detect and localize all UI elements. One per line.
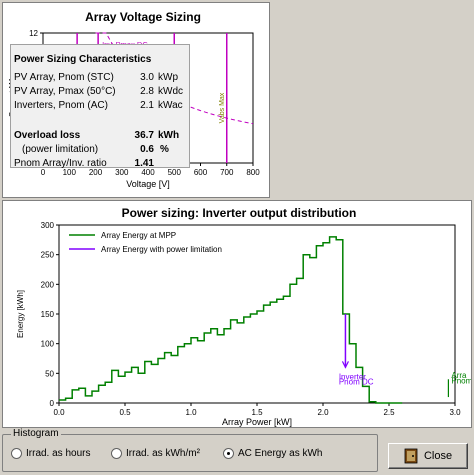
output-x-tick-label: 2.0: [317, 408, 329, 417]
voltage-y-tick-label: 12: [29, 29, 38, 38]
voltage-x-tick-label: 300: [115, 168, 129, 177]
inverters-pnom-value: 2.1: [140, 100, 154, 111]
voltage-limit-label: Vabs Max: [219, 92, 226, 123]
voltage-x-tick-label: 800: [246, 168, 260, 177]
output-x-tick-label: 3.0: [449, 408, 461, 417]
power-sizing-title: Power Sizing Characteristics: [14, 54, 152, 65]
histogram-label: Histogram: [11, 428, 61, 439]
inverter-pnom-label-1: Inverter: [339, 372, 366, 381]
radio-irrad-kwh-label: Irrad. as kWh/m²: [126, 448, 200, 459]
output-x-tick-label: 0.0: [53, 408, 65, 417]
output-x-tick-label: 1.0: [185, 408, 197, 417]
close-button-label: Close: [423, 450, 453, 462]
output-x-tick-label: 1.5: [251, 408, 263, 417]
voltage-x-tick-label: 600: [194, 168, 208, 177]
histogram-group: Histogram Irrad. as hours Irrad. as kWh/…: [2, 428, 378, 472]
pv-array-pnom-unit: kWp: [158, 72, 178, 83]
overload-loss-label: Overload loss: [14, 130, 81, 141]
voltage-x-tick-label: 0: [41, 168, 46, 177]
power-limitation-value: 0.6: [140, 144, 154, 155]
inverters-pnom-unit: kWac: [158, 100, 183, 111]
radio-ac-energy-dot[interactable]: [223, 448, 234, 459]
power-limitation-unit: %: [160, 144, 169, 155]
series-mpp-line: [59, 236, 403, 404]
output-y-tick-label: 150: [41, 310, 55, 319]
output-y-axis-label: Energy [kWh]: [16, 290, 25, 338]
voltage-x-tick-label: 700: [220, 168, 234, 177]
legend-label: Array Energy at MPP: [101, 231, 176, 240]
output-x-axis-label: Array Power [kW]: [222, 417, 292, 427]
radio-irrad-kwh[interactable]: Irrad. as kWh/m²: [111, 448, 200, 459]
inverters-pnom-label: Inverters, Pnom (AC): [14, 100, 108, 111]
pv-array-pmax-label: PV Array, Pmax (50°C): [14, 86, 116, 97]
output-distribution-panel: Power sizing: Inverter output distributi…: [2, 200, 473, 428]
radio-irrad-hours-label: Irrad. as hours: [26, 448, 91, 459]
radio-ac-energy[interactable]: AC Energy as kWh: [223, 448, 322, 459]
output-y-tick-label: 250: [41, 251, 55, 260]
pv-array-pmax-value: 2.8: [140, 86, 154, 97]
radio-ac-energy-label: AC Energy as kWh: [238, 448, 323, 459]
radio-irrad-hours[interactable]: Irrad. as hours: [11, 448, 90, 459]
output-y-tick-label: 100: [41, 340, 55, 349]
array-pnom-label-1: Arra: [451, 371, 467, 380]
pnom-ratio-value: 1.41: [134, 158, 154, 169]
door-exit-icon: [404, 448, 418, 464]
close-button[interactable]: Close: [388, 443, 468, 469]
inverter-pnom-label-2: Pnom DC: [339, 378, 374, 387]
output-x-tick-label: 0.5: [119, 408, 131, 417]
pv-array-pnom-label: PV Array, Pnom (STC): [14, 72, 114, 83]
voltage-x-tick-label: 200: [89, 168, 103, 177]
power-sizing-box: [10, 44, 190, 168]
overload-loss-value: 36.7: [134, 130, 154, 141]
output-y-tick-label: 50: [45, 369, 54, 378]
pnom-ratio-label: Pnom Array/Inv. ratio: [14, 158, 107, 169]
output-y-tick-label: 0: [50, 399, 55, 408]
output-y-tick-label: 200: [41, 280, 55, 289]
output-y-tick-label: 300: [41, 221, 55, 230]
power-limitation-label: (power limitation): [22, 144, 99, 155]
voltage-x-axis-label: Voltage [V]: [126, 179, 170, 189]
voltage-chart-title: Array Voltage Sizing: [85, 10, 201, 24]
radio-irrad-hours-dot[interactable]: [11, 448, 22, 459]
output-x-tick-label: 2.5: [383, 408, 395, 417]
voltage-x-tick-label: 100: [63, 168, 77, 177]
voltage-x-tick-label: 400: [141, 168, 155, 177]
output-distribution-chart: Power sizing: Inverter output distributi…: [16, 206, 473, 427]
pv-array-pnom-value: 3.0: [140, 72, 154, 83]
array-pnom-label-2: Pnom: [451, 376, 471, 385]
legend-label: Array Energy with power limitation: [101, 245, 222, 254]
output-chart-title: Power sizing: Inverter output distributi…: [122, 206, 357, 220]
radio-irrad-kwh-dot[interactable]: [111, 448, 122, 459]
overload-loss-unit: kWh: [158, 130, 180, 141]
voltage-x-tick-label: 500: [168, 168, 182, 177]
pv-array-pmax-unit: kWdc: [158, 86, 183, 97]
series-limit-arrow: [341, 361, 349, 369]
